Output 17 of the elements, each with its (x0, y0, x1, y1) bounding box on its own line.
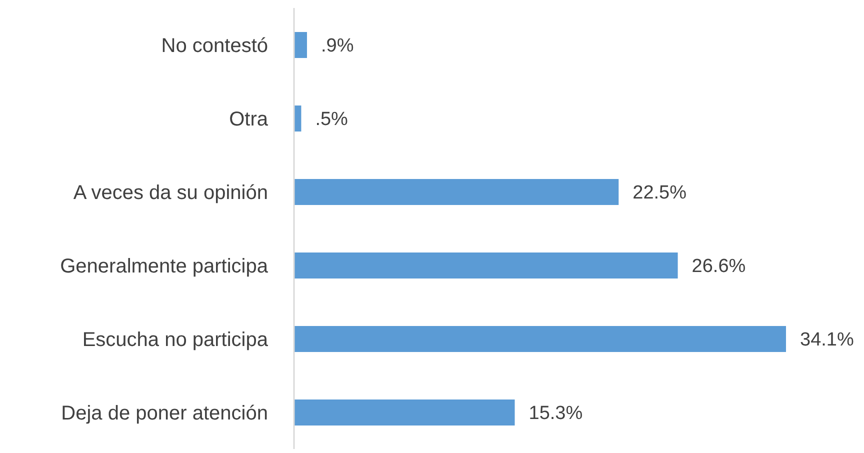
data-label: 34.1% (800, 330, 854, 351)
bar (294, 400, 515, 426)
bar (294, 179, 619, 205)
bar (294, 32, 307, 58)
data-label: 26.6% (692, 256, 746, 278)
data-label: 15.3% (528, 403, 583, 424)
data-label: .5% (315, 109, 348, 130)
y-tick-label: Deja de poner atención (61, 402, 268, 424)
y-tick-label: Generalmente participa (60, 255, 269, 278)
bar (294, 326, 786, 352)
bar (294, 252, 678, 278)
y-tick-label: Otra (229, 108, 269, 130)
data-label: .9% (320, 36, 354, 57)
data-label: 22.5% (632, 182, 687, 204)
y-tick-label: A veces da su opinión (73, 182, 268, 204)
y-tick-label: Escucha no participa (82, 328, 269, 351)
y-tick-label: No contestó (161, 34, 268, 57)
